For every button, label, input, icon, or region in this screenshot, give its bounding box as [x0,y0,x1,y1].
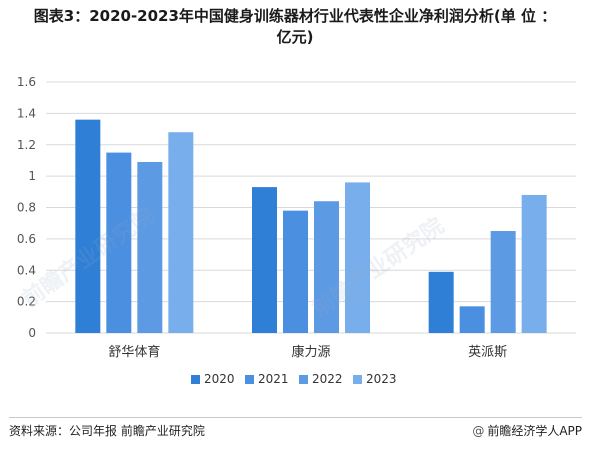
legend-swatch [245,375,254,384]
y-tick-label: 0.8 [17,201,36,215]
legend-swatch [353,375,362,384]
chart-title-line2: 亿元) [276,28,314,46]
y-tick-label: 0.2 [17,295,36,309]
bar [252,187,277,333]
chart-title-line1: 图表3：2020-2023年中国健身训练器材行业代表性企业净利润分析(单 位 ： [33,7,557,25]
y-tick-label: 1.6 [17,75,36,89]
bar [168,132,194,333]
x-tick-label: 舒华体育 [108,344,160,360]
legend-label: 2020 [204,372,235,386]
bar [459,306,485,333]
bar [137,162,163,333]
bar [345,182,370,333]
y-tick-label: 1 [28,169,36,183]
bar [521,194,547,333]
legend-label: 2022 [312,372,343,386]
legend-label: 2023 [366,372,397,386]
x-tick-label: 康力源 [291,344,330,360]
brand-label: 前瞻经济学人APP [487,424,582,438]
y-tick-label: 1.4 [17,106,36,120]
legend-swatch [299,375,308,384]
chart-area: 0 0.2 0.4 0.6 0.8 1 1.2 1.4 1.6 舒华体育 康力源 英派斯 2020 202… [0,56,590,406]
y-tick-label: 1.2 [17,138,36,152]
bar [428,271,454,333]
x-tick-label: 英派斯 [468,345,507,360]
y-tick-label: 0 [28,326,36,340]
bar [75,119,101,334]
bar [106,152,132,333]
at-icon: @ [472,423,485,438]
footer-divider [9,417,582,418]
y-tick-label: 0.6 [17,232,36,246]
bar [490,231,516,333]
bar-chart: 0 0.2 0.4 0.6 0.8 1 1.2 1.4 1.6 舒华体育 康力源 英派斯 2020 202… [17,75,576,386]
brand-credit: @ 前瞻经济学人APP [472,422,582,439]
bar [314,201,339,333]
legend-label: 2021 [258,372,289,386]
bar [283,210,308,333]
source-note: 资料来源：公司年报 前瞻产业研究院 [9,424,205,438]
y-tick-label: 0.4 [17,263,36,277]
legend-swatch [191,375,200,384]
chart-title: 图表3：2020-2023年中国健身训练器材行业代表性企业净利润分析(单 位 ：… [0,6,590,48]
